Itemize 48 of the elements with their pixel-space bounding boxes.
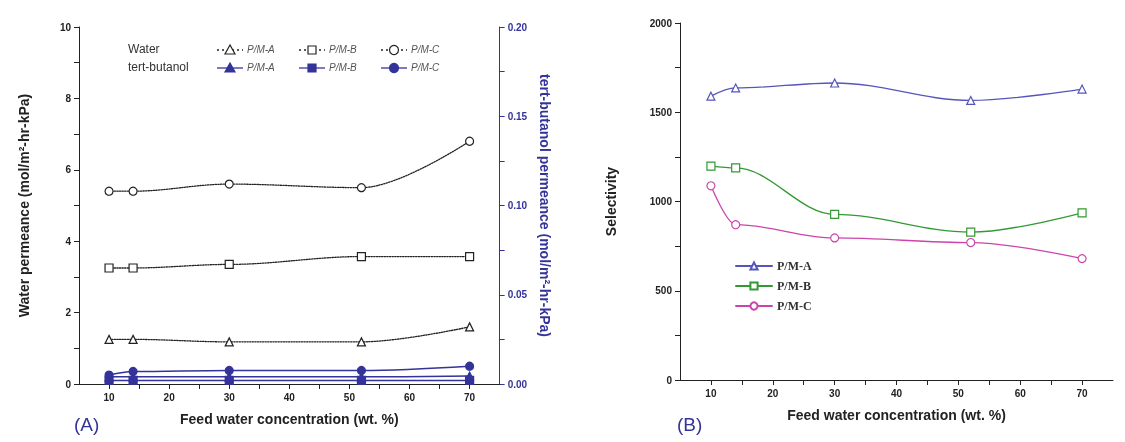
text: (B) xyxy=(677,414,703,435)
x-axis-title: Feed water concentration (wt. %) xyxy=(787,407,1006,423)
y2-tick-label: 0.00 xyxy=(507,378,528,390)
y-tick-label: 10 xyxy=(59,21,72,33)
y-tick-label: 8 xyxy=(65,92,72,104)
x-tick-label: 20 xyxy=(767,387,779,399)
annotation: Water xyxy=(128,42,160,56)
legend-label: P/M-A xyxy=(247,43,276,55)
legend-label: P/M-C xyxy=(411,43,441,55)
y-tick-label: 6 xyxy=(65,164,72,176)
x-tick-label: 70 xyxy=(464,391,476,403)
x-tick-label: 60 xyxy=(1014,387,1027,399)
x-tick-label: 30 xyxy=(829,387,841,399)
x-tick-label: 40 xyxy=(283,391,296,403)
legend-label: P/M-B xyxy=(329,61,358,73)
x-tick-label: 30 xyxy=(223,391,236,403)
legend-label: P/M-B xyxy=(777,279,811,293)
y2-tick-label: 0.05 xyxy=(507,289,528,301)
y-tick-label: 4 xyxy=(65,235,72,247)
x-axis-title: Feed water concentration (wt. %) xyxy=(180,411,399,427)
x-tick-label: 10 xyxy=(103,391,116,403)
y2-tick-label: 0.20 xyxy=(507,21,528,33)
y2-axis-title: tert-butanol permeance (mol/m²-hr-kPa) xyxy=(537,74,553,337)
x-tick-label: 50 xyxy=(952,387,965,399)
y-axis-title: Selectivity xyxy=(603,166,619,237)
y-tick-label: 0 xyxy=(666,374,673,386)
x-tick-label: 50 xyxy=(343,391,356,403)
y-tick-label: 1000 xyxy=(649,196,673,207)
legend-label: P/M-A xyxy=(247,61,276,73)
x-tick-label: 20 xyxy=(163,391,176,403)
x-tick-label: 60 xyxy=(403,391,416,403)
annotation: tert-butanol xyxy=(128,60,189,74)
x-tick-label: 10 xyxy=(705,387,717,399)
legend-label: P/M-B xyxy=(329,43,358,55)
y2-tick-label: 0.15 xyxy=(507,110,528,122)
y-axis-title: Water permeance (mol/m²-hr-kPa) xyxy=(16,93,32,318)
y2-tick-label: 0.10 xyxy=(507,200,528,211)
text: (A) xyxy=(74,414,100,435)
x-tick-label: 40 xyxy=(890,387,903,399)
y-tick-label: 0 xyxy=(65,378,72,390)
legend-label: P/M-C xyxy=(411,61,441,73)
y-tick-label: 2000 xyxy=(649,17,673,29)
y-tick-label: 500 xyxy=(655,285,673,297)
x-tick-label: 70 xyxy=(1076,387,1089,399)
legend-label: P/M-A xyxy=(777,259,812,273)
y-tick-label: 1500 xyxy=(649,106,673,118)
y-tick-label: 2 xyxy=(65,307,72,319)
legend-label: P/M-C xyxy=(777,299,812,313)
